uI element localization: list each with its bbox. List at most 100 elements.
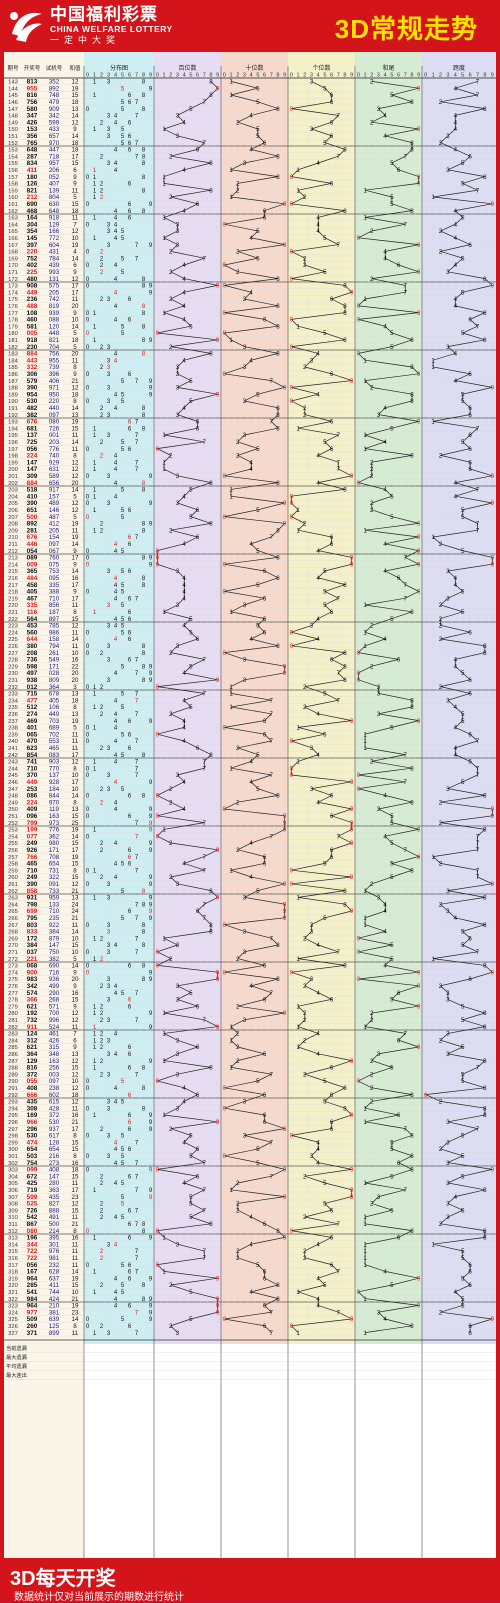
hundreds-point: 2 (169, 711, 173, 718)
units-point: 2 (303, 255, 307, 262)
distribution-mark: 2 (100, 345, 104, 351)
distribution-mark: 0 (86, 807, 90, 813)
distribution-mark: 8 (142, 1106, 146, 1112)
digit-header: 5 (256, 73, 259, 79)
tens-point: 1 (229, 867, 233, 874)
sum-cell: 12 (72, 1099, 79, 1106)
tens-point: 2 (236, 1044, 240, 1051)
span-point: 3 (446, 697, 450, 704)
sum-cell: 20 (72, 677, 79, 684)
units-point: 4 (316, 1146, 320, 1153)
test-number-cell: 120 (49, 323, 60, 330)
distribution-mark: 8 (142, 80, 146, 86)
distribution-mark: 7 (135, 1018, 139, 1024)
distribution-mark: 3 (107, 1072, 111, 1078)
digit-header: 1 (93, 73, 96, 79)
distribution-mark: 7 (135, 1140, 139, 1146)
draw-number-cell: 911 (27, 1024, 38, 1031)
units-point: 9 (350, 1112, 354, 1119)
hundreds-point: 4 (182, 167, 186, 174)
test-number-cell: 844 (49, 793, 60, 800)
tens-point: 5 (256, 888, 260, 895)
distribution-mark: 9 (149, 902, 153, 908)
sum-tail-point: 8 (410, 765, 414, 772)
period-cell: 150 (8, 127, 18, 133)
distribution-mark: 9 (149, 1195, 153, 1201)
units-point: 9 (350, 555, 354, 562)
distribution-mark: 4 (114, 216, 118, 222)
test-number-cell: 106 (49, 704, 60, 711)
tens-point: 6 (263, 1092, 267, 1099)
period-cell: 145 (8, 93, 18, 99)
span-point: 2 (439, 636, 443, 643)
period-cell: 295 (8, 1113, 18, 1119)
period-cell: 169 (8, 256, 18, 262)
distribution-mark: 6 (128, 209, 132, 215)
distribution-mark: 0 (86, 250, 90, 256)
sum-cell: 11 (72, 1024, 79, 1031)
period-cell: 314 (8, 1242, 18, 1248)
distribution-mark: 6 (128, 134, 132, 140)
units-point: 0 (290, 317, 294, 324)
hundreds-point: 5 (189, 106, 193, 113)
distribution-mark: 8 (142, 1066, 146, 1072)
sum-cell: 19 (72, 85, 79, 92)
draw-number-cell: 518 (27, 487, 38, 494)
period-cell: 176 (8, 304, 18, 310)
period-cell: 179 (8, 324, 18, 330)
distribution-mark: 1 (93, 1025, 97, 1031)
units-point: 0 (290, 629, 294, 636)
hundreds-point: 9 (216, 677, 220, 684)
sum-tail-point: 8 (410, 609, 414, 616)
hundreds-point: 6 (196, 636, 200, 643)
digit-header: 0 (290, 73, 293, 79)
tens-point: 3 (243, 677, 247, 684)
distribution-mark: 3 (107, 603, 111, 609)
period-cell: 213 (8, 556, 18, 562)
sum-tail-point: 3 (377, 895, 381, 902)
distribution-mark: 6 (128, 182, 132, 188)
digit-header: 0 (424, 73, 427, 79)
tens-point: 9 (283, 901, 287, 908)
distribution-mark: 7 (135, 1072, 139, 1078)
distribution-mark: 5 (121, 1215, 125, 1221)
tens-point: 0 (223, 310, 227, 317)
distribution-mark: 7 (135, 1188, 139, 1194)
sum-cell: 5 (73, 330, 77, 337)
units-point: 2 (303, 1071, 307, 1078)
distribution-mark: 7 (135, 1174, 139, 1180)
draw-number-cell: 754 (27, 1160, 38, 1167)
distribution-mark: 4 (114, 753, 118, 759)
test-number-cell: 424 (49, 1296, 60, 1303)
distribution-mark: 1 (93, 726, 97, 732)
distribution-mark: 6 (128, 120, 132, 126)
test-number-cell: 447 (49, 147, 60, 154)
distribution-mark: 5 (121, 1317, 125, 1323)
draw-number-cell: 892 (27, 521, 38, 528)
test-number-cell: 918 (49, 215, 60, 222)
sum-cell: 15 (72, 160, 79, 167)
distribution-mark: 3 (107, 896, 111, 902)
sum-cell: 12 (72, 507, 79, 514)
draw-number-cell: 196 (27, 1235, 38, 1242)
tens-point: 5 (256, 85, 260, 92)
hundreds-point: 4 (182, 806, 186, 813)
sum-cell: 15 (72, 1139, 79, 1146)
sum-cell: 10 (72, 949, 79, 956)
sum-cell: 8 (73, 1323, 77, 1330)
sum-cell: 17 (72, 779, 79, 786)
units-point: 0 (290, 765, 294, 772)
test-number-cell: 205 (49, 527, 60, 534)
draw-number-cell: 503 (27, 1153, 38, 1160)
sum-cell: 10 (72, 317, 79, 324)
hundreds-point: 5 (189, 663, 193, 670)
test-number-cell: 530 (49, 1119, 60, 1126)
sum-cell: 13 (72, 106, 79, 113)
column-header-0: 期号 (7, 65, 19, 72)
tens-point: 8 (276, 276, 280, 283)
span-point: 4 (454, 351, 458, 358)
hundreds-point: 2 (169, 874, 173, 881)
draw-number-cell: 488 (27, 303, 38, 310)
draw-number-cell: 364 (27, 1051, 38, 1058)
tens-point: 8 (276, 942, 280, 949)
